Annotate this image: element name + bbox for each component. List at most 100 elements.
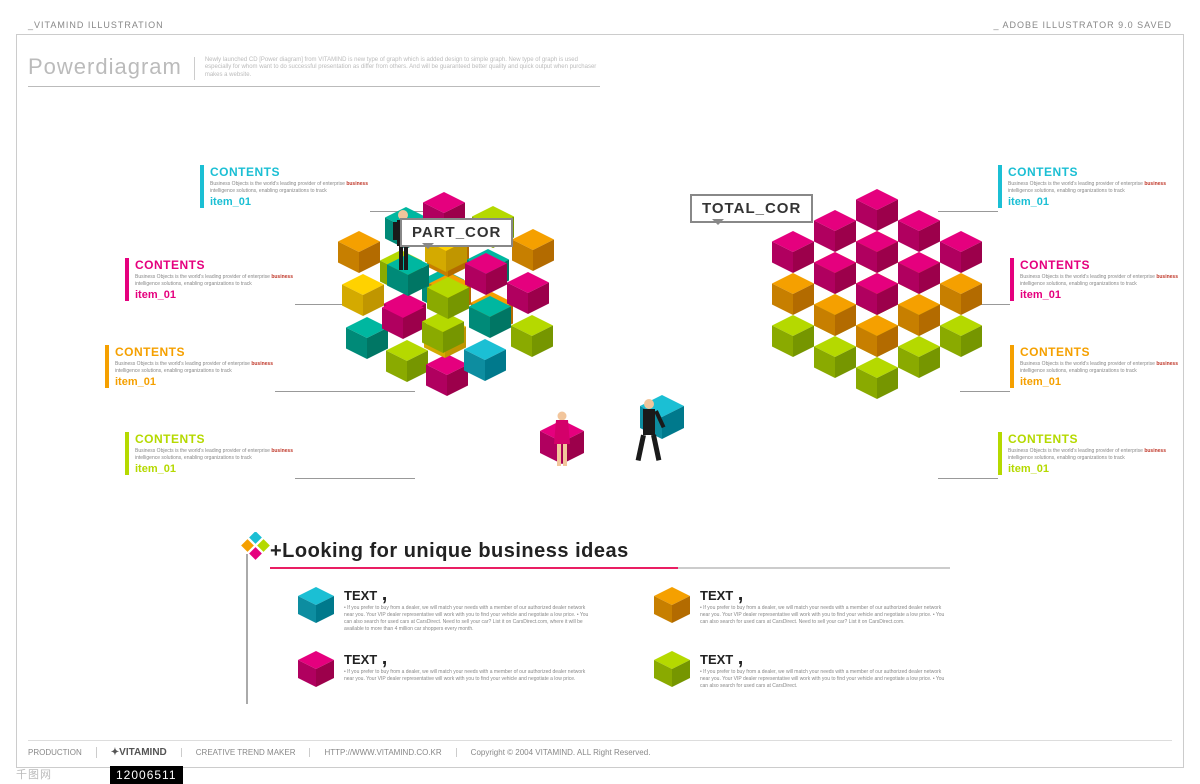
content-desc: Business Objects is the world's leading … <box>135 448 295 461</box>
content-item: item_01 <box>1020 289 1180 301</box>
content-title: CONTENTS <box>135 258 295 272</box>
topbar-left: _VITAMIND ILLUSTRATION <box>28 20 164 30</box>
leader-line <box>295 478 415 479</box>
header-subtitle: Newly launched CD [Power diagram] from V… <box>194 57 600 80</box>
content-item: item_01 <box>115 376 275 388</box>
text-item-lime: TEXT ,• If you prefer to buy from a deal… <box>654 651 950 690</box>
content-desc: Business Objects is the world's leading … <box>1008 448 1168 461</box>
mini-cube-icon <box>298 587 334 623</box>
cubelet <box>856 189 898 236</box>
content-title: CONTENTS <box>1008 432 1168 446</box>
cubelet <box>469 296 511 343</box>
footer-brand: VITAMIND <box>119 747 167 758</box>
leader-line <box>960 391 1010 392</box>
cubelet <box>898 252 940 299</box>
comma-icon: , <box>738 583 744 605</box>
header-title: Powerdiagram <box>28 54 182 80</box>
cubelet <box>464 339 506 386</box>
cubelet <box>856 357 898 404</box>
watermark: 千图网 <box>16 766 52 782</box>
cubelet <box>814 336 856 383</box>
bottom-title: +Looking for unique business ideas <box>270 540 950 563</box>
bottom-section: +Looking for unique business ideas TEXT … <box>270 540 950 690</box>
footer: PRODUCTION ✦VITAMIND CREATIVE TREND MAKE… <box>28 740 1172 758</box>
text-label: TEXT <box>344 588 377 603</box>
text-body: • If you prefer to buy from a dealer, we… <box>344 669 594 683</box>
header: Powerdiagram Newly launched CD [Power di… <box>28 54 600 87</box>
leader-line <box>938 478 998 479</box>
content-item: item_01 <box>1008 196 1168 208</box>
serial-number: 12006511 <box>110 766 183 784</box>
cubelet <box>772 273 814 320</box>
comma-icon: , <box>382 583 388 605</box>
leader-line <box>275 391 415 392</box>
cubelet <box>465 253 507 300</box>
text-item-cyan: TEXT ,• If you prefer to buy from a deal… <box>298 587 594 633</box>
content-block-lime: CONTENTS Business Objects is the world's … <box>998 432 1168 475</box>
cubelet <box>772 315 814 362</box>
content-title: CONTENTS <box>1020 345 1180 359</box>
content-title: CONTENTS <box>1020 258 1180 272</box>
footer-tagline: CREATIVE TREND MAKER <box>181 748 310 757</box>
mini-cube-icon <box>654 651 690 687</box>
content-item: item_01 <box>1020 376 1180 388</box>
cubelet <box>772 231 814 278</box>
comma-icon: , <box>382 647 388 669</box>
content-block-cyan: CONTENTS Business Objects is the world's … <box>998 165 1168 208</box>
cubelet <box>512 229 554 276</box>
footer-copyright: Copyright © 2004 VITAMIND. ALL Right Res… <box>456 748 665 757</box>
comma-icon: , <box>738 647 744 669</box>
content-title: CONTENTS <box>1008 165 1168 179</box>
cubelet <box>940 273 982 320</box>
cubelet <box>382 297 424 344</box>
person-carry-pink-icon <box>548 410 576 474</box>
content-block-orange: CONTENTSBusiness Objects is the world's … <box>105 345 275 388</box>
content-block-lime: CONTENTS Business Objects is the world's … <box>125 432 295 475</box>
content-desc: Business Objects is the world's leading … <box>1020 361 1180 374</box>
text-body: • If you prefer to buy from a dealer, we… <box>700 605 950 626</box>
cubelet <box>898 294 940 341</box>
text-label: TEXT <box>700 588 733 603</box>
content-item: item_01 <box>135 289 295 301</box>
cubelet <box>338 231 380 278</box>
cubelet <box>342 274 384 321</box>
cubelet <box>898 210 940 257</box>
cubelet <box>507 272 549 319</box>
content-title: CONTENTS <box>210 165 370 179</box>
cubelet <box>814 294 856 341</box>
content-block-magenta: CONTENTS Business Objects is the world's … <box>125 258 295 301</box>
cubelet <box>856 315 898 362</box>
bubble-part-cor: PART_COR <box>400 218 513 247</box>
cubelet <box>856 273 898 320</box>
content-title: CONTENTS <box>135 432 295 446</box>
text-body: • If you prefer to buy from a dealer, we… <box>344 605 594 633</box>
content-desc: Business Objects is the world's leading … <box>135 274 295 287</box>
content-desc: Business Objects is the world's leading … <box>210 181 370 194</box>
top-bar: _VITAMIND ILLUSTRATION _ ADOBE ILLUSTRAT… <box>28 20 1172 30</box>
bottom-rule <box>270 567 950 569</box>
footer-url: HTTP://WWW.VITAMIND.CO.KR <box>309 748 455 757</box>
content-desc: Business Objects is the world's leading … <box>115 361 275 374</box>
cubelet <box>940 315 982 362</box>
content-block-orange: CONTENTS Business Objects is the world's … <box>1010 345 1180 388</box>
text-item-magenta: TEXT ,• If you prefer to buy from a deal… <box>298 651 594 690</box>
text-label: TEXT <box>344 652 377 667</box>
cubelet <box>814 252 856 299</box>
content-item: item_01 <box>1008 463 1168 475</box>
content-item: item_01 <box>210 196 370 208</box>
leader-line <box>938 211 998 212</box>
diamond-icon-group <box>240 532 270 567</box>
cubelet <box>898 336 940 383</box>
cubelet <box>856 231 898 278</box>
mini-cube-icon <box>654 587 690 623</box>
content-block-cyan: CONTENTS Business Objects is the world's … <box>200 165 370 208</box>
content-desc: Business Objects is the world's leading … <box>1020 274 1180 287</box>
mini-cube-icon <box>298 651 334 687</box>
content-desc: Business Objects is the world's leading … <box>1008 181 1168 194</box>
content-block-magenta: CONTENTS Business Objects is the world's … <box>1010 258 1180 301</box>
bubble-total-cor: TOTAL_COR <box>690 194 813 223</box>
cubelet <box>940 231 982 278</box>
text-body: • If you prefer to buy from a dealer, we… <box>700 669 950 690</box>
vertical-accent-line <box>246 554 248 704</box>
cubelet <box>427 277 469 324</box>
